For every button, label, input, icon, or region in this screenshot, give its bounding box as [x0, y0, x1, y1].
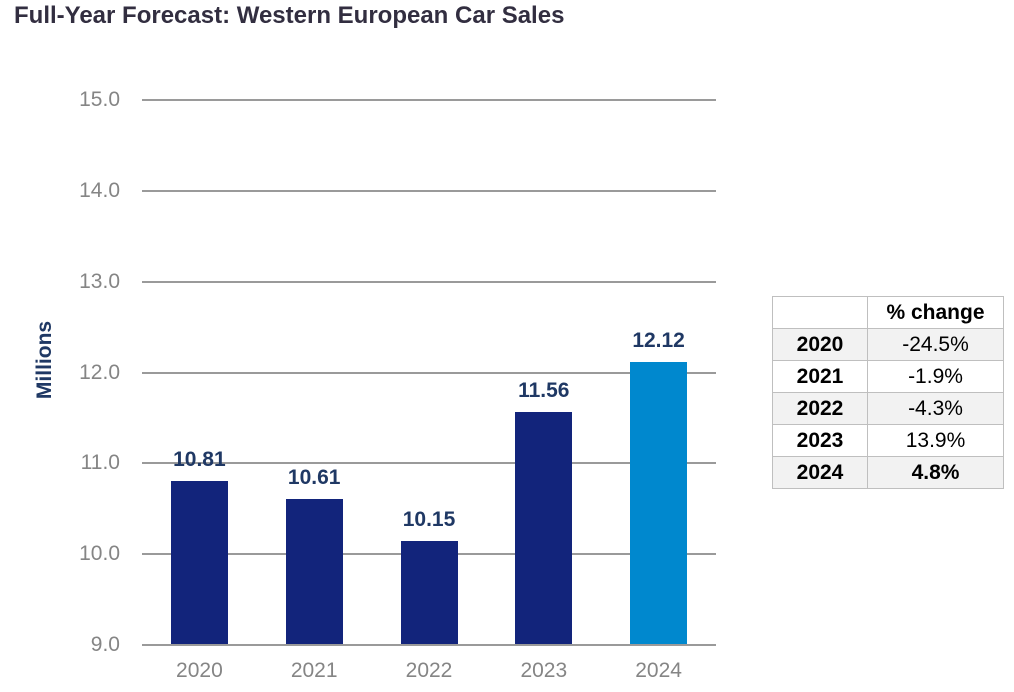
change-column-header: % change [867, 296, 1004, 329]
y-axis-tick-label: 14.0 [79, 178, 120, 202]
year-cell: 2024 [772, 456, 868, 489]
year-cell: 2021 [772, 360, 868, 393]
x-axis-tick-label: 2023 [520, 659, 568, 682]
year-cell: 2022 [772, 392, 868, 425]
bar-data-label: 10.61 [287, 465, 341, 489]
x-axis-tick-label: 2021 [290, 659, 338, 682]
y-axis-tick-label: 13.0 [79, 269, 120, 293]
table-row-2022: 2022 -4.3% [772, 392, 1004, 425]
gridline [142, 189, 716, 192]
change-cell: 4.8% [867, 456, 1004, 489]
gridline [142, 99, 716, 101]
table-corner-cell [772, 296, 868, 329]
bar-2024 [630, 361, 687, 645]
change-cell: -1.9% [867, 360, 1004, 393]
table-row-2020: 2020 -24.5% [772, 328, 1004, 361]
x-axis-tick-label: 2024 [635, 659, 682, 682]
bar-2022 [401, 540, 458, 645]
bar-2023 [515, 412, 572, 645]
gridline [142, 280, 716, 283]
year-cell: 2020 [772, 328, 868, 361]
table-header-row: % change [772, 296, 1004, 329]
gridline [142, 462, 716, 465]
change-cell: -4.3% [867, 392, 1004, 425]
bar-data-label: 10.15 [402, 507, 456, 531]
x-axis-tick-label: 2022 [405, 659, 453, 682]
y-axis-tick-label: 15.0 [79, 88, 120, 111]
y-axis-tick-label: 9.0 [90, 633, 120, 656]
x-axis-tick-label: 2020 [176, 659, 223, 682]
table-row-2024: 2024 4.8% [772, 456, 1004, 489]
gridline [142, 371, 716, 374]
y-axis-tick-label: 10.0 [79, 542, 120, 566]
bar-data-label: 12.12 [632, 328, 685, 352]
bar-2021 [286, 498, 343, 645]
bar-data-label: 11.56 [518, 379, 570, 403]
year-cell: 2023 [772, 424, 868, 457]
gridline [142, 644, 716, 646]
table-row-2021: 2021 -1.9% [772, 360, 1004, 393]
change-cell: 13.9% [867, 424, 1004, 457]
table-row-2023: 2023 13.9% [772, 424, 1004, 457]
bar-data-label: 10.81 [173, 447, 226, 471]
y-axis-tick-label: 11.0 [80, 451, 120, 475]
y-axis-tick-label: 12.0 [79, 360, 120, 384]
change-cell: -24.5% [867, 328, 1004, 361]
change-table: % change 2020 -24.5% 2021 -1.9% 2022 -4.… [772, 296, 1004, 489]
bar-2020 [171, 480, 228, 645]
chart-title: Full-Year Forecast: Western European Car… [14, 2, 565, 29]
